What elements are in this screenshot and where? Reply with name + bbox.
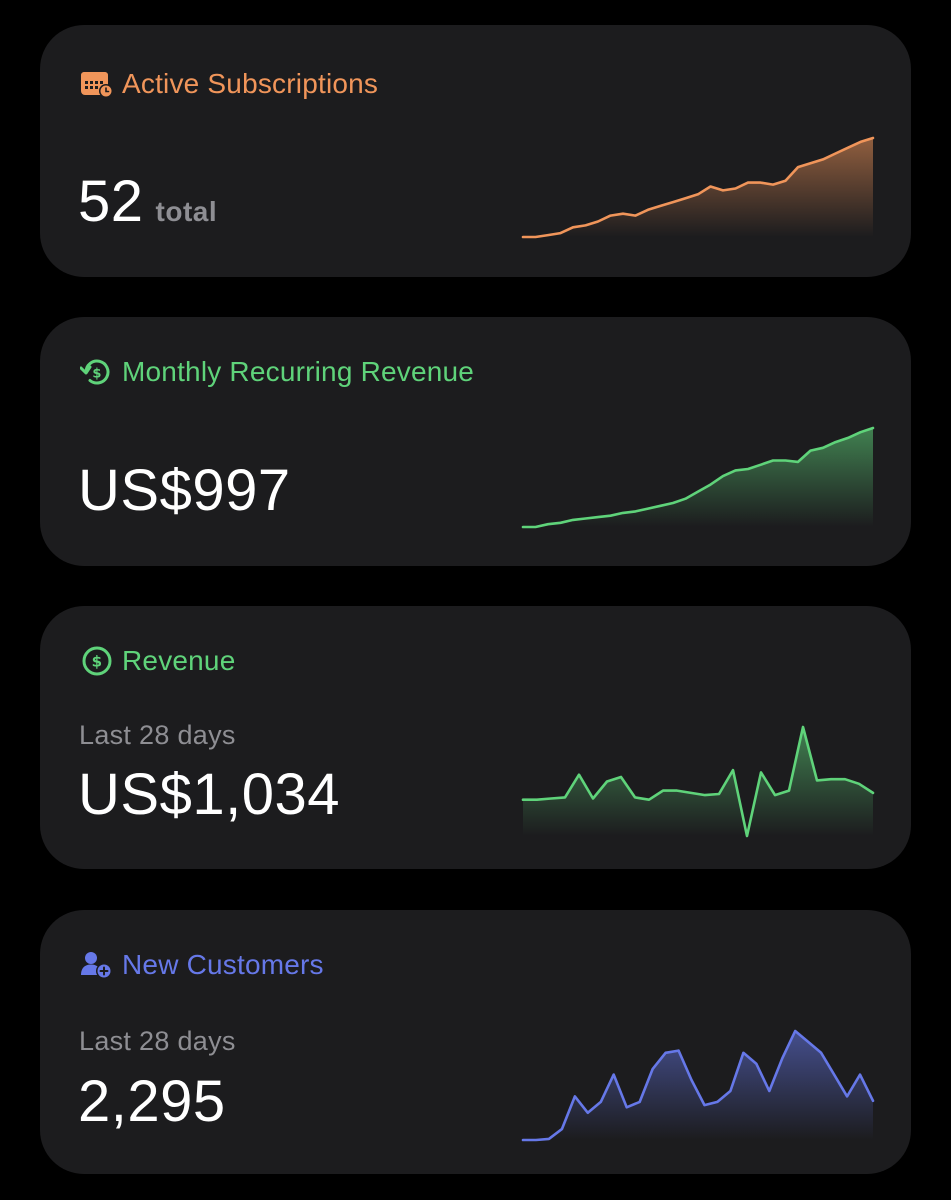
card-title: Revenue	[122, 645, 236, 676]
svg-text:$: $	[92, 653, 103, 671]
mrr-card[interactable]: $ Monthly Recurring Revenue US$997	[40, 317, 911, 566]
dollar-circle-icon: $	[80, 644, 114, 678]
sparkline-area	[523, 1031, 873, 1140]
person-add-icon	[80, 948, 114, 982]
card-title: Active Subscriptions	[122, 68, 379, 99]
revenue-value: US$1,034	[78, 766, 340, 824]
mrr-value: US$997	[78, 462, 291, 520]
card-header: $ Monthly Recurring Revenue	[80, 355, 474, 389]
revenue-sparkline	[521, 725, 875, 838]
card-header: Active Subscriptions	[80, 67, 378, 101]
sparkline-area	[523, 727, 873, 836]
card-title: Monthly Recurring Revenue	[122, 356, 475, 387]
subscriptions-value: 52 total	[78, 173, 217, 231]
period-label: Last 28 days	[79, 1026, 236, 1056]
period-label: Last 28 days	[79, 720, 236, 750]
calendar-clock-icon	[80, 67, 114, 101]
active-subscriptions-card[interactable]: Active Subscriptions 52 total	[40, 25, 911, 277]
card-header: New Customers	[80, 948, 324, 982]
card-header: $ Revenue	[80, 644, 235, 678]
customers-sparkline	[521, 1029, 875, 1142]
value-number: 2,295	[78, 1069, 226, 1134]
sparkline-area	[523, 428, 873, 527]
card-title: New Customers	[122, 949, 324, 980]
new-customers-card[interactable]: New Customers Last 28 days 2,295	[40, 910, 911, 1174]
sparkline-line	[521, 1029, 875, 1142]
sparkline-line	[521, 725, 875, 838]
customers-value: 2,295	[78, 1073, 226, 1131]
recurring-dollar-icon: $	[80, 355, 114, 389]
value-number: US$997	[78, 458, 291, 523]
value-unit: total	[155, 196, 218, 227]
sparkline-line	[521, 136, 875, 239]
mrr-sparkline	[521, 426, 875, 529]
revenue-card[interactable]: $ Revenue Last 28 days US$1,034	[40, 606, 911, 869]
sparkline-line	[521, 426, 875, 529]
value-number: 52	[78, 169, 144, 234]
sparkline-area	[523, 138, 873, 237]
subscriptions-sparkline	[521, 136, 875, 239]
svg-text:$: $	[92, 367, 101, 382]
value-number: US$1,034	[78, 762, 340, 827]
